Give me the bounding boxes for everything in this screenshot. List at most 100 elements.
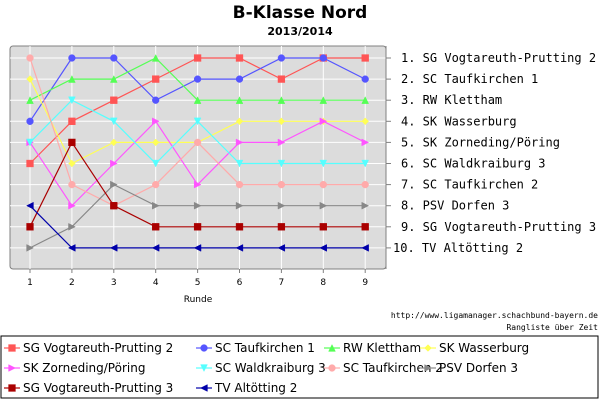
data-point — [193, 96, 202, 104]
data-point — [68, 117, 76, 125]
legend-label: SG Vogtareuth-Prutting 2 — [23, 341, 173, 355]
legend-label: SC Taufkirchen 1 — [215, 341, 315, 355]
x-tick-label: 7 — [279, 278, 285, 288]
data-point — [361, 223, 369, 231]
data-point — [26, 244, 34, 252]
rank-label: 1. SG Vogtareuth-Prutting 2 — [401, 51, 596, 65]
data-point — [277, 96, 286, 104]
data-point — [110, 138, 118, 147]
data-point — [68, 138, 76, 147]
data-point — [110, 202, 118, 210]
data-point — [26, 54, 34, 62]
data-point — [193, 138, 202, 147]
data-point — [193, 244, 202, 252]
data-point — [109, 117, 118, 126]
data-point — [193, 75, 202, 83]
data-point — [110, 159, 118, 168]
legend-marker — [328, 364, 336, 372]
data-point — [110, 180, 118, 189]
data-point — [235, 117, 244, 126]
legend-marker — [424, 344, 432, 352]
legend-item: SK Zorneding/Pöring — [4, 361, 145, 375]
legend-label: TV Altötting 2 — [214, 381, 297, 395]
series-7 — [26, 54, 369, 210]
data-point — [277, 244, 286, 252]
legend-marker — [8, 364, 16, 372]
data-point — [319, 180, 327, 189]
legend-marker — [8, 344, 16, 352]
data-point — [361, 201, 370, 210]
chart-caption: Rangliste über Zeit — [506, 323, 598, 332]
series-9 — [26, 138, 369, 231]
legend-marker — [200, 344, 208, 352]
legend-marker — [8, 384, 16, 392]
data-point — [110, 54, 118, 62]
data-point — [361, 180, 369, 189]
data-point — [277, 180, 286, 189]
legend-item: SC Taufkirchen 2 — [324, 361, 443, 375]
data-point — [277, 201, 286, 210]
legend-label: SC Taufkirchen 2 — [343, 361, 443, 375]
data-point — [26, 201, 34, 210]
data-point — [152, 223, 160, 231]
data-point — [193, 117, 202, 126]
legend-marker — [424, 364, 432, 372]
data-point — [68, 96, 76, 105]
data-point — [68, 54, 76, 62]
series-10 — [26, 201, 369, 252]
data-point — [193, 54, 202, 62]
data-point — [235, 75, 244, 83]
rank-label: 5. SK Zorneding/Pöring — [401, 135, 560, 149]
series-8 — [26, 180, 370, 252]
data-point — [151, 159, 160, 168]
rank-label: 7. SC Taufkirchen 2 — [401, 178, 538, 192]
data-point — [235, 223, 244, 231]
legend-box — [0, 335, 599, 399]
data-point — [361, 159, 370, 168]
legend-marker — [200, 364, 208, 372]
data-point — [235, 201, 244, 210]
legend-label: SK Wasserburg — [439, 341, 529, 355]
data-point — [109, 244, 118, 252]
series-3 — [26, 54, 370, 104]
x-tick-label: 8 — [320, 278, 326, 288]
data-point — [235, 244, 244, 252]
x-axis-ticks: 1 2 3 4 5 6 7 8 9 — [27, 269, 368, 288]
legend-label: RW Klettham — [343, 341, 421, 355]
legend: SG Vogtareuth-Prutting 2 SC Taufkirchen 1… — [0, 335, 599, 399]
legend-item: PSV Dorfen 3 — [420, 361, 518, 375]
data-point — [361, 138, 370, 147]
data-point — [26, 117, 34, 125]
data-point — [152, 117, 160, 126]
data-point — [193, 201, 202, 210]
data-point — [68, 180, 76, 189]
x-axis-label: Runde — [184, 295, 213, 305]
data-point — [235, 159, 244, 168]
legend-item: SG Vogtareuth-Prutting 2 — [4, 341, 173, 355]
data-point — [152, 75, 160, 83]
plot-area — [9, 45, 391, 270]
data-point — [152, 180, 160, 189]
x-tick-label: 5 — [195, 278, 201, 288]
x-tick-label: 1 — [27, 278, 33, 288]
chart-subtitle: 2013/2014 — [267, 25, 333, 38]
data-point — [361, 244, 369, 252]
data-point — [26, 138, 34, 147]
data-point — [361, 54, 369, 62]
x-tick-label: 4 — [153, 278, 159, 288]
data-point — [277, 117, 286, 126]
source-url: http://www.ligamanager.schachbund-bayern… — [391, 311, 598, 320]
rank-labels: 1. SG Vogtareuth-Prutting 2 2. SC Taufkir… — [393, 51, 596, 255]
legend-label: PSV Dorfen 3 — [439, 361, 518, 375]
data-point — [26, 223, 34, 231]
data-point — [235, 180, 244, 189]
data-point — [319, 244, 327, 252]
data-point — [361, 117, 369, 126]
data-point — [68, 222, 76, 231]
data-point — [361, 75, 369, 83]
data-point — [277, 54, 286, 62]
legend-label: SC Waldkraiburg 3 — [215, 361, 326, 375]
legend-item: SK Wasserburg — [420, 341, 529, 355]
data-point — [193, 223, 202, 231]
